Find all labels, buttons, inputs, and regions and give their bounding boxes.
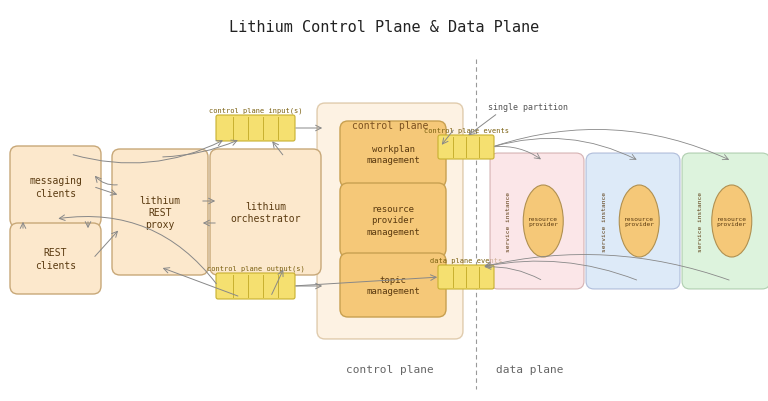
Text: control plane: control plane bbox=[352, 121, 429, 131]
Text: data plane events: data plane events bbox=[430, 257, 502, 263]
Text: messaging
clients: messaging clients bbox=[29, 176, 82, 198]
FancyBboxPatch shape bbox=[490, 154, 584, 289]
Ellipse shape bbox=[619, 186, 659, 257]
FancyBboxPatch shape bbox=[438, 265, 494, 289]
FancyBboxPatch shape bbox=[340, 184, 446, 257]
Text: resource
provider: resource provider bbox=[528, 216, 558, 227]
Text: lithium
orchestrator: lithium orchestrator bbox=[230, 201, 301, 224]
FancyBboxPatch shape bbox=[586, 154, 680, 289]
Text: control plane events: control plane events bbox=[423, 128, 508, 134]
Text: resource
provider
management: resource provider management bbox=[366, 205, 420, 236]
Text: data plane: data plane bbox=[496, 364, 564, 374]
FancyBboxPatch shape bbox=[317, 104, 463, 339]
FancyBboxPatch shape bbox=[340, 122, 446, 188]
FancyBboxPatch shape bbox=[10, 147, 101, 227]
Text: topic
management: topic management bbox=[366, 275, 420, 295]
FancyBboxPatch shape bbox=[682, 154, 768, 289]
Text: resource
provider: resource provider bbox=[624, 216, 654, 227]
Ellipse shape bbox=[712, 186, 752, 257]
Text: control plane input(s): control plane input(s) bbox=[209, 107, 303, 114]
Ellipse shape bbox=[523, 186, 563, 257]
Text: control plane output(s): control plane output(s) bbox=[207, 265, 304, 271]
Text: service instance: service instance bbox=[505, 192, 511, 251]
Text: workplan
management: workplan management bbox=[366, 145, 420, 165]
FancyBboxPatch shape bbox=[112, 150, 208, 275]
FancyBboxPatch shape bbox=[216, 273, 295, 299]
FancyBboxPatch shape bbox=[216, 116, 295, 142]
Text: REST
clients: REST clients bbox=[35, 248, 76, 270]
Text: Lithium Control Plane & Data Plane: Lithium Control Plane & Data Plane bbox=[229, 20, 539, 35]
FancyBboxPatch shape bbox=[10, 223, 101, 294]
FancyBboxPatch shape bbox=[210, 150, 321, 275]
Text: service instance: service instance bbox=[601, 192, 607, 251]
Text: lithium
REST
proxy: lithium REST proxy bbox=[140, 195, 180, 230]
FancyBboxPatch shape bbox=[438, 136, 494, 160]
Text: single partition: single partition bbox=[488, 103, 568, 112]
Text: service instance: service instance bbox=[697, 192, 703, 251]
FancyBboxPatch shape bbox=[340, 253, 446, 317]
Text: resource
provider: resource provider bbox=[717, 216, 746, 227]
Text: control plane: control plane bbox=[346, 364, 434, 374]
